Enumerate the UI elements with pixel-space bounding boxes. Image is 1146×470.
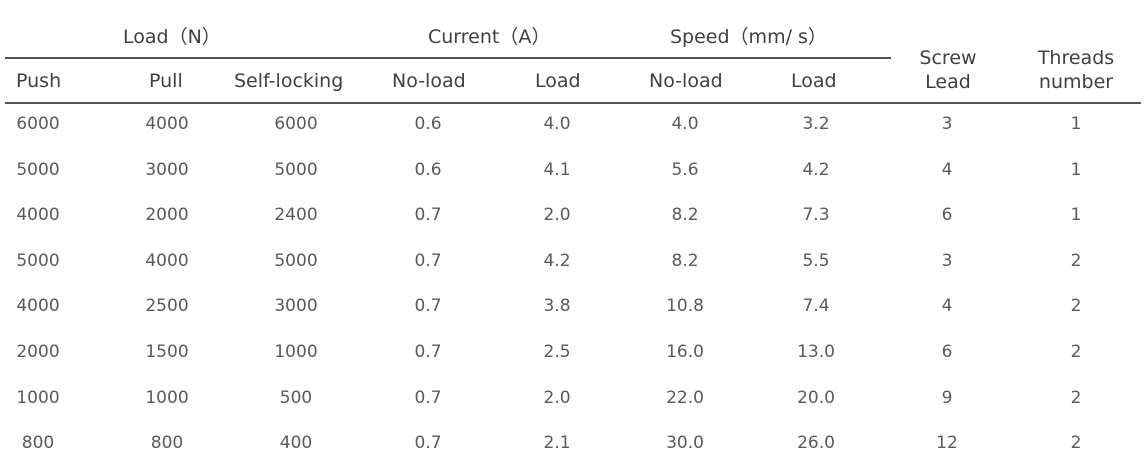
cell-current-load: 2.0 <box>543 388 571 408</box>
cell-pull: 4000 <box>145 251 189 271</box>
cell-current-no-load: 0.7 <box>414 342 442 362</box>
cell-screw-lead: 6 <box>941 342 953 362</box>
group-header-load: Load（N） <box>123 26 221 48</box>
cell-screw-lead: 3 <box>941 251 953 271</box>
col-header-screw-lead-line2: Lead <box>925 71 971 93</box>
cell-pull: 4000 <box>145 114 189 134</box>
cell-screw-lead: 9 <box>941 388 953 408</box>
col-header-threads-line1: Threads <box>1037 47 1115 69</box>
cell-current-no-load: 0.7 <box>414 205 442 225</box>
col-header-self-locking: Self-locking <box>234 70 344 92</box>
header-rule-bottom <box>5 102 1141 104</box>
cell-pull: 2500 <box>145 296 189 316</box>
cell-current-no-load: 0.6 <box>414 114 442 134</box>
cell-current-load: 2.0 <box>543 205 571 225</box>
cell-speed-no-load: 8.2 <box>671 251 699 271</box>
cell-push: 6000 <box>16 114 60 134</box>
cell-speed-load: 7.4 <box>802 296 830 316</box>
cell-push: 5000 <box>16 251 60 271</box>
col-header-current-load: Load <box>535 70 581 92</box>
cell-speed-no-load: 5.6 <box>671 160 699 180</box>
cell-current-load: 4.2 <box>543 251 571 271</box>
cell-push: 2000 <box>16 342 60 362</box>
cell-threads-number: 2 <box>1070 296 1082 316</box>
group-header-current: Current（A） <box>428 26 551 48</box>
col-header-screw-lead-line1: Screw <box>919 47 977 69</box>
cell-push: 1000 <box>16 388 60 408</box>
col-header-screw-lead: Screw Lead <box>919 46 976 94</box>
cell-threads-number: 1 <box>1070 114 1082 134</box>
cell-screw-lead: 12 <box>936 433 958 453</box>
cell-threads-number: 2 <box>1070 342 1082 362</box>
cell-speed-load: 4.2 <box>802 160 830 180</box>
cell-current-load: 2.5 <box>543 342 571 362</box>
cell-push: 4000 <box>16 296 60 316</box>
cell-speed-no-load: 22.0 <box>666 388 704 408</box>
cell-current-load: 4.1 <box>543 160 571 180</box>
cell-self-locking: 1000 <box>274 342 318 362</box>
cell-self-locking: 2400 <box>274 205 318 225</box>
cell-speed-no-load: 10.8 <box>666 296 704 316</box>
cell-current-load: 4.0 <box>543 114 571 134</box>
cell-pull: 1000 <box>145 388 189 408</box>
cell-self-locking: 400 <box>279 433 313 453</box>
col-header-speed-load: Load <box>791 70 837 92</box>
cell-push: 800 <box>21 433 55 453</box>
cell-current-no-load: 0.7 <box>414 251 442 271</box>
cell-screw-lead: 4 <box>941 160 953 180</box>
cell-speed-no-load: 16.0 <box>666 342 704 362</box>
cell-speed-load: 20.0 <box>797 388 835 408</box>
cell-threads-number: 2 <box>1070 251 1082 271</box>
cell-pull: 1500 <box>145 342 189 362</box>
header-rule-top <box>5 57 891 59</box>
col-header-speed-no-load: No-load <box>649 70 723 92</box>
col-header-push: Push <box>16 70 62 92</box>
cell-speed-load: 5.5 <box>802 251 830 271</box>
cell-screw-lead: 3 <box>941 114 953 134</box>
cell-self-locking: 5000 <box>274 251 318 271</box>
cell-self-locking: 6000 <box>274 114 318 134</box>
cell-threads-number: 1 <box>1070 205 1082 225</box>
cell-current-no-load: 0.7 <box>414 388 442 408</box>
cell-self-locking: 3000 <box>274 296 318 316</box>
cell-speed-no-load: 8.2 <box>671 205 699 225</box>
cell-pull: 800 <box>150 433 184 453</box>
cell-speed-no-load: 4.0 <box>671 114 699 134</box>
cell-push: 4000 <box>16 205 60 225</box>
col-header-threads-line2: number <box>1038 71 1114 93</box>
cell-current-load: 3.8 <box>543 296 571 316</box>
cell-current-no-load: 0.7 <box>414 296 442 316</box>
cell-speed-load: 26.0 <box>797 433 835 453</box>
cell-self-locking: 5000 <box>274 160 318 180</box>
cell-speed-load: 3.2 <box>802 114 830 134</box>
col-header-current-no-load: No-load <box>392 70 466 92</box>
cell-current-no-load: 0.6 <box>414 160 442 180</box>
cell-speed-load: 13.0 <box>797 342 835 362</box>
cell-self-locking: 500 <box>279 388 313 408</box>
cell-threads-number: 1 <box>1070 160 1082 180</box>
cell-threads-number: 2 <box>1070 388 1082 408</box>
cell-speed-load: 7.3 <box>802 205 830 225</box>
group-header-speed: Speed（mm/ s） <box>670 26 827 48</box>
col-header-pull: Pull <box>149 70 183 92</box>
cell-push: 5000 <box>16 160 60 180</box>
cell-current-load: 2.1 <box>543 433 571 453</box>
cell-speed-no-load: 30.0 <box>666 433 704 453</box>
cell-pull: 2000 <box>145 205 189 225</box>
cell-current-no-load: 0.7 <box>414 433 442 453</box>
cell-screw-lead: 4 <box>941 296 953 316</box>
cell-pull: 3000 <box>145 160 189 180</box>
col-header-threads-number: Threads number <box>1038 46 1114 94</box>
cell-screw-lead: 6 <box>941 205 953 225</box>
cell-threads-number: 2 <box>1070 433 1082 453</box>
